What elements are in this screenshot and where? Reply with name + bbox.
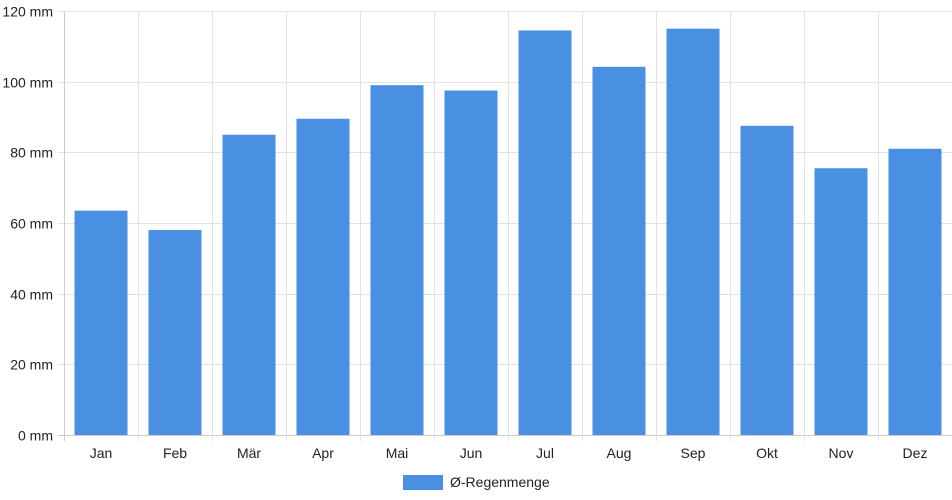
x-tick-label: Mär	[237, 445, 261, 461]
x-tick-label: Apr	[312, 445, 334, 461]
bar[interactable]	[518, 30, 572, 436]
bar[interactable]	[592, 66, 646, 436]
bar[interactable]	[740, 125, 794, 435]
bar[interactable]	[666, 28, 720, 436]
x-tick-label: Jan	[90, 445, 113, 461]
y-tick-label: 120 mm	[2, 4, 53, 20]
bar[interactable]	[222, 134, 276, 435]
bar[interactable]	[296, 118, 350, 436]
bar[interactable]	[148, 230, 202, 435]
x-tick-label: Mai	[386, 445, 409, 461]
y-tick-label: 20 mm	[10, 357, 53, 373]
y-tick-label: 80 mm	[10, 145, 53, 161]
x-tick-label: Feb	[163, 445, 187, 461]
legend-swatch[interactable]	[403, 475, 443, 490]
bar[interactable]	[814, 168, 868, 435]
x-tick-label: Sep	[681, 445, 706, 461]
x-tick-label: Jul	[536, 445, 554, 461]
y-tick-label: 40 mm	[10, 287, 53, 303]
y-tick-label: 60 mm	[10, 216, 53, 232]
bars	[74, 28, 942, 436]
legend-label[interactable]: Ø-Regenmenge	[450, 474, 550, 490]
y-tick-label: 0 mm	[18, 428, 53, 444]
x-tick-label: Aug	[607, 445, 632, 461]
bar[interactable]	[444, 90, 498, 436]
bar[interactable]	[370, 85, 424, 435]
bar[interactable]	[888, 148, 942, 436]
grid-lines	[58, 11, 952, 441]
y-tick-label: 100 mm	[2, 75, 53, 91]
bar[interactable]	[74, 210, 128, 435]
x-tick-label: Nov	[829, 445, 854, 461]
legend[interactable]: Ø-Regenmenge	[403, 474, 550, 490]
x-tick-label: Dez	[903, 445, 928, 461]
x-tick-label: Jun	[460, 445, 483, 461]
x-tick-label: Okt	[756, 445, 778, 461]
axes: 0 mm 20 mm 40 mm 60 mm 80 mm 100 mm 120 mm Jan F…	[2, 4, 927, 462]
